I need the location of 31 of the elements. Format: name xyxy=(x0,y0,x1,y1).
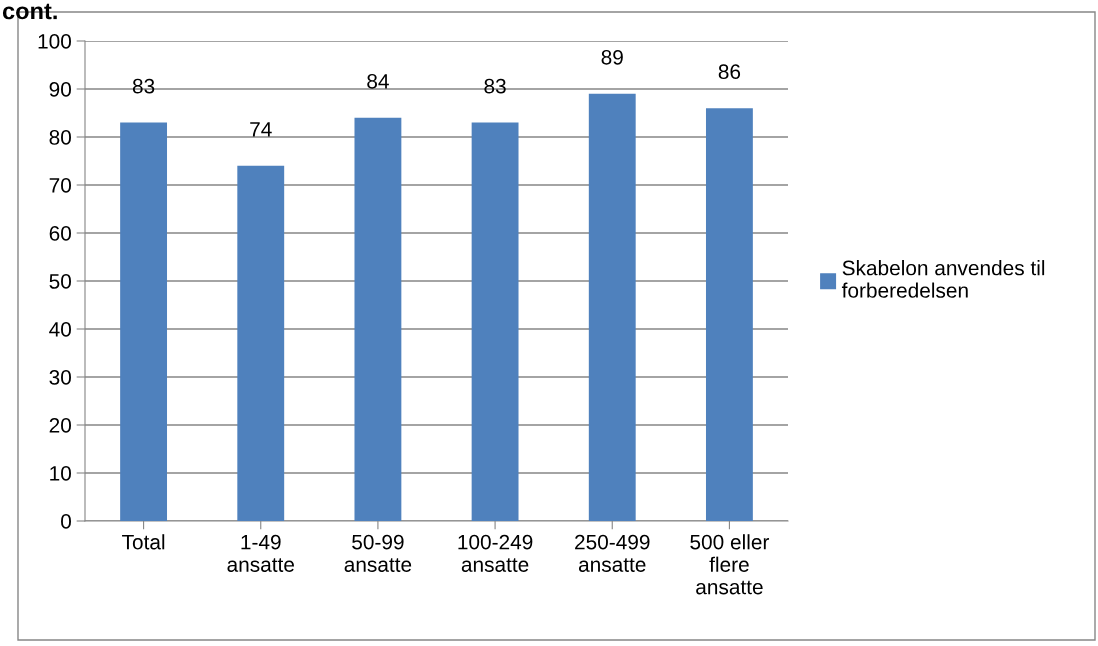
bar xyxy=(354,117,402,521)
y-tick-label: 20 xyxy=(49,418,71,433)
bar xyxy=(705,108,753,521)
bar xyxy=(588,93,636,521)
y-tick-label: 0 xyxy=(61,514,71,529)
y-tick-label: 80 xyxy=(49,130,71,145)
data-label: 83 xyxy=(132,78,155,94)
chart-title: cont. xyxy=(2,3,57,20)
y-tick-label: 60 xyxy=(49,226,71,241)
x-tick-label: 1-49 ansatte xyxy=(227,534,294,572)
y-tick-label: 90 xyxy=(49,82,71,97)
y-tick-label: 10 xyxy=(50,466,71,481)
y-tick-label: 30 xyxy=(49,370,71,385)
bar xyxy=(471,122,519,521)
data-label: 84 xyxy=(367,73,389,89)
y-tick-label: 40 xyxy=(49,322,71,337)
x-tick-label: 100-249 ansatte xyxy=(458,534,533,572)
y-tick-label: 70 xyxy=(49,178,71,193)
bar xyxy=(237,165,285,521)
y-tick-label: 50 xyxy=(49,274,71,289)
x-tick-label: Total xyxy=(122,534,165,550)
data-label: 74 xyxy=(250,122,272,137)
y-tick-label: 100 xyxy=(38,34,71,49)
data-label: 89 xyxy=(601,49,623,65)
data-label: 86 xyxy=(718,64,741,80)
x-tick-label: 50-99 ansatte xyxy=(344,534,412,572)
bar xyxy=(120,122,168,521)
data-label: 83 xyxy=(484,78,506,94)
x-tick-label: 250-499 ansatte xyxy=(575,534,650,572)
x-tick-label: 500 eller flere ansatte xyxy=(690,534,770,595)
legend-label: Skabelon anvendes til forberedelsen xyxy=(841,260,1045,298)
